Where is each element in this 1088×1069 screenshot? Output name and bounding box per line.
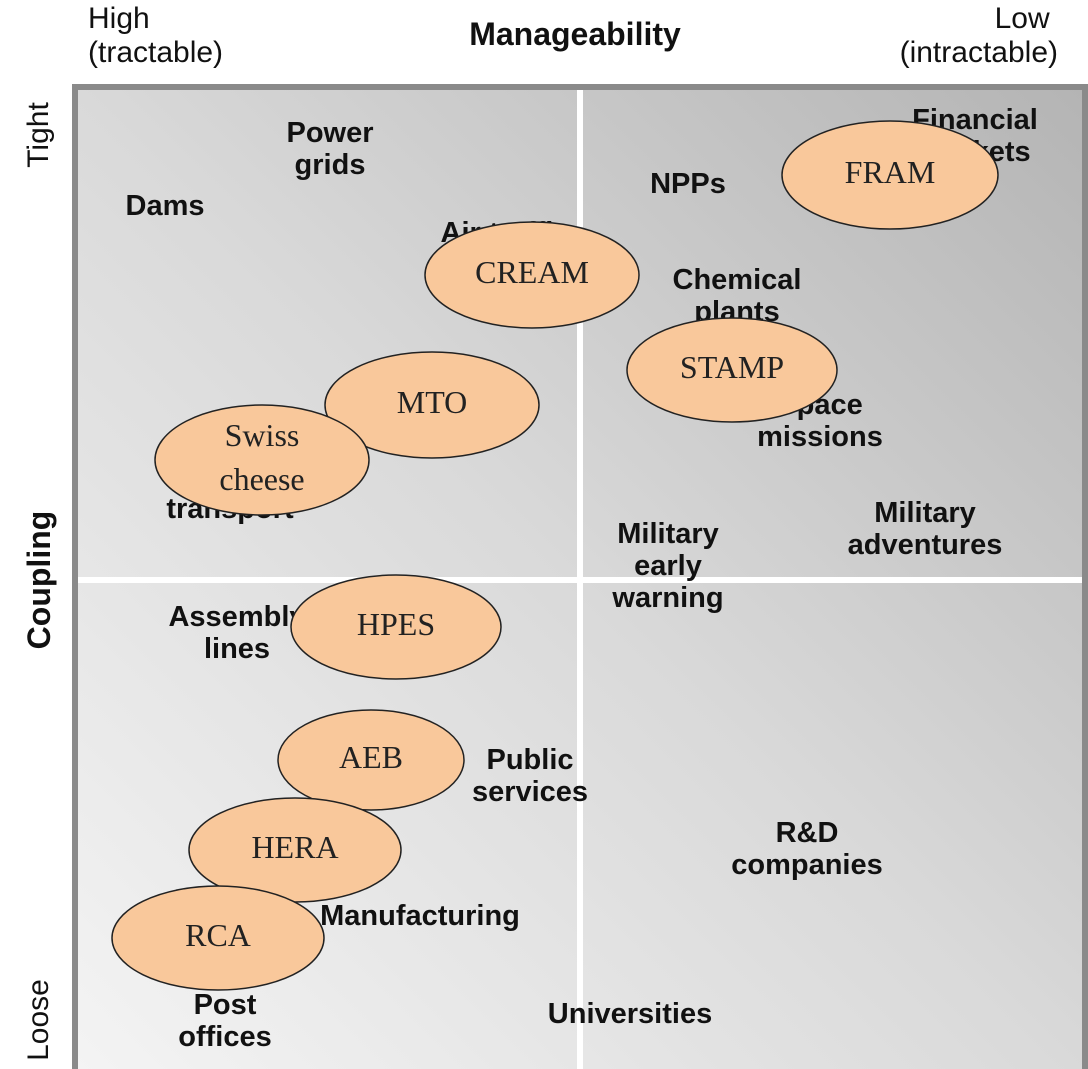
method-label: RCA <box>185 917 251 953</box>
method-ellipse <box>424 221 640 329</box>
method-ellipse <box>324 351 540 459</box>
domain-label: Manufacturing <box>320 900 520 932</box>
tight-label: Tight <box>22 102 55 168</box>
domain-label-line: Universities <box>548 998 712 1030</box>
domain-label: NPPs <box>650 168 726 200</box>
method-ellipse <box>290 574 502 680</box>
low-label: Low (intractable) <box>900 2 1058 69</box>
method-ellipse <box>154 404 370 516</box>
domain-label-line: grids <box>295 149 366 181</box>
method-ellipse <box>626 317 838 423</box>
domain-label-line: Public <box>486 744 573 776</box>
domain-label-line: Military <box>617 518 719 550</box>
high-line: (tractable) <box>88 36 223 69</box>
method-label-line: AEB <box>339 739 403 775</box>
domain-label-line: services <box>472 776 588 808</box>
method-ellipse <box>111 885 325 991</box>
domain-label: Post offices <box>178 989 271 1053</box>
method-label-line: HPES <box>357 606 435 642</box>
method-label: FRAM <box>845 154 936 190</box>
domain-label-line: Chemical <box>673 264 802 296</box>
low-line: Low <box>995 2 1050 35</box>
method-label: CREAM <box>475 254 589 290</box>
domain-label-line: early <box>634 550 702 582</box>
domain-label: Universities <box>548 998 712 1030</box>
x-axis-title: Manageability <box>469 16 681 52</box>
domain-label: R&D companies <box>731 817 883 881</box>
method-ellipse <box>781 120 999 230</box>
method-label: Swiss cheese <box>219 417 304 497</box>
domain-label: Military early warning <box>611 518 723 614</box>
high-label: High (tractable) <box>88 2 223 69</box>
domain-label-line: lines <box>204 633 270 665</box>
domain-label: Assembly lines <box>168 601 305 665</box>
domain-label-line: Assembly <box>168 601 305 633</box>
domain-label-line: Manufacturing <box>320 900 520 932</box>
domain-label-line: Dams <box>126 190 205 222</box>
loose-label: Loose <box>22 979 55 1061</box>
method-label: MTO <box>397 384 468 420</box>
method-label-line: FRAM <box>845 154 936 190</box>
high-line: High <box>88 2 150 35</box>
domain-label: Dams <box>126 190 205 222</box>
domain-label: Power grids <box>286 117 373 181</box>
method-label-line: STAMP <box>680 349 784 385</box>
domain-label-line: NPPs <box>650 168 726 200</box>
method-label-line: cheese <box>219 461 304 497</box>
method-label-line: CREAM <box>475 254 589 290</box>
method-label: HERA <box>251 829 338 865</box>
domain-label-line: adventures <box>848 529 1003 561</box>
method-ellipse <box>277 709 465 811</box>
method-label: HPES <box>357 606 435 642</box>
domain-label-line: missions <box>757 421 883 453</box>
domain-label-line: Post <box>194 989 257 1021</box>
domain-label-line: warning <box>611 582 723 614</box>
method-label: AEB <box>339 739 403 775</box>
domain-label: Military adventures <box>848 497 1003 561</box>
method-label-line: MTO <box>397 384 468 420</box>
domain-label-line: R&D <box>776 817 839 849</box>
domain-label: Public services <box>472 744 588 808</box>
domain-label-line: Power <box>286 117 373 149</box>
method-label-line: HERA <box>251 829 338 865</box>
domain-label-line: Military <box>874 497 976 529</box>
domain-label-line: companies <box>731 849 883 881</box>
domain-label-line: offices <box>178 1021 271 1053</box>
method-label-line: RCA <box>185 917 251 953</box>
low-line: (intractable) <box>900 36 1058 69</box>
y-axis-title: Coupling <box>21 511 57 650</box>
method-label: STAMP <box>680 349 784 385</box>
method-label-line: Swiss <box>225 417 300 453</box>
